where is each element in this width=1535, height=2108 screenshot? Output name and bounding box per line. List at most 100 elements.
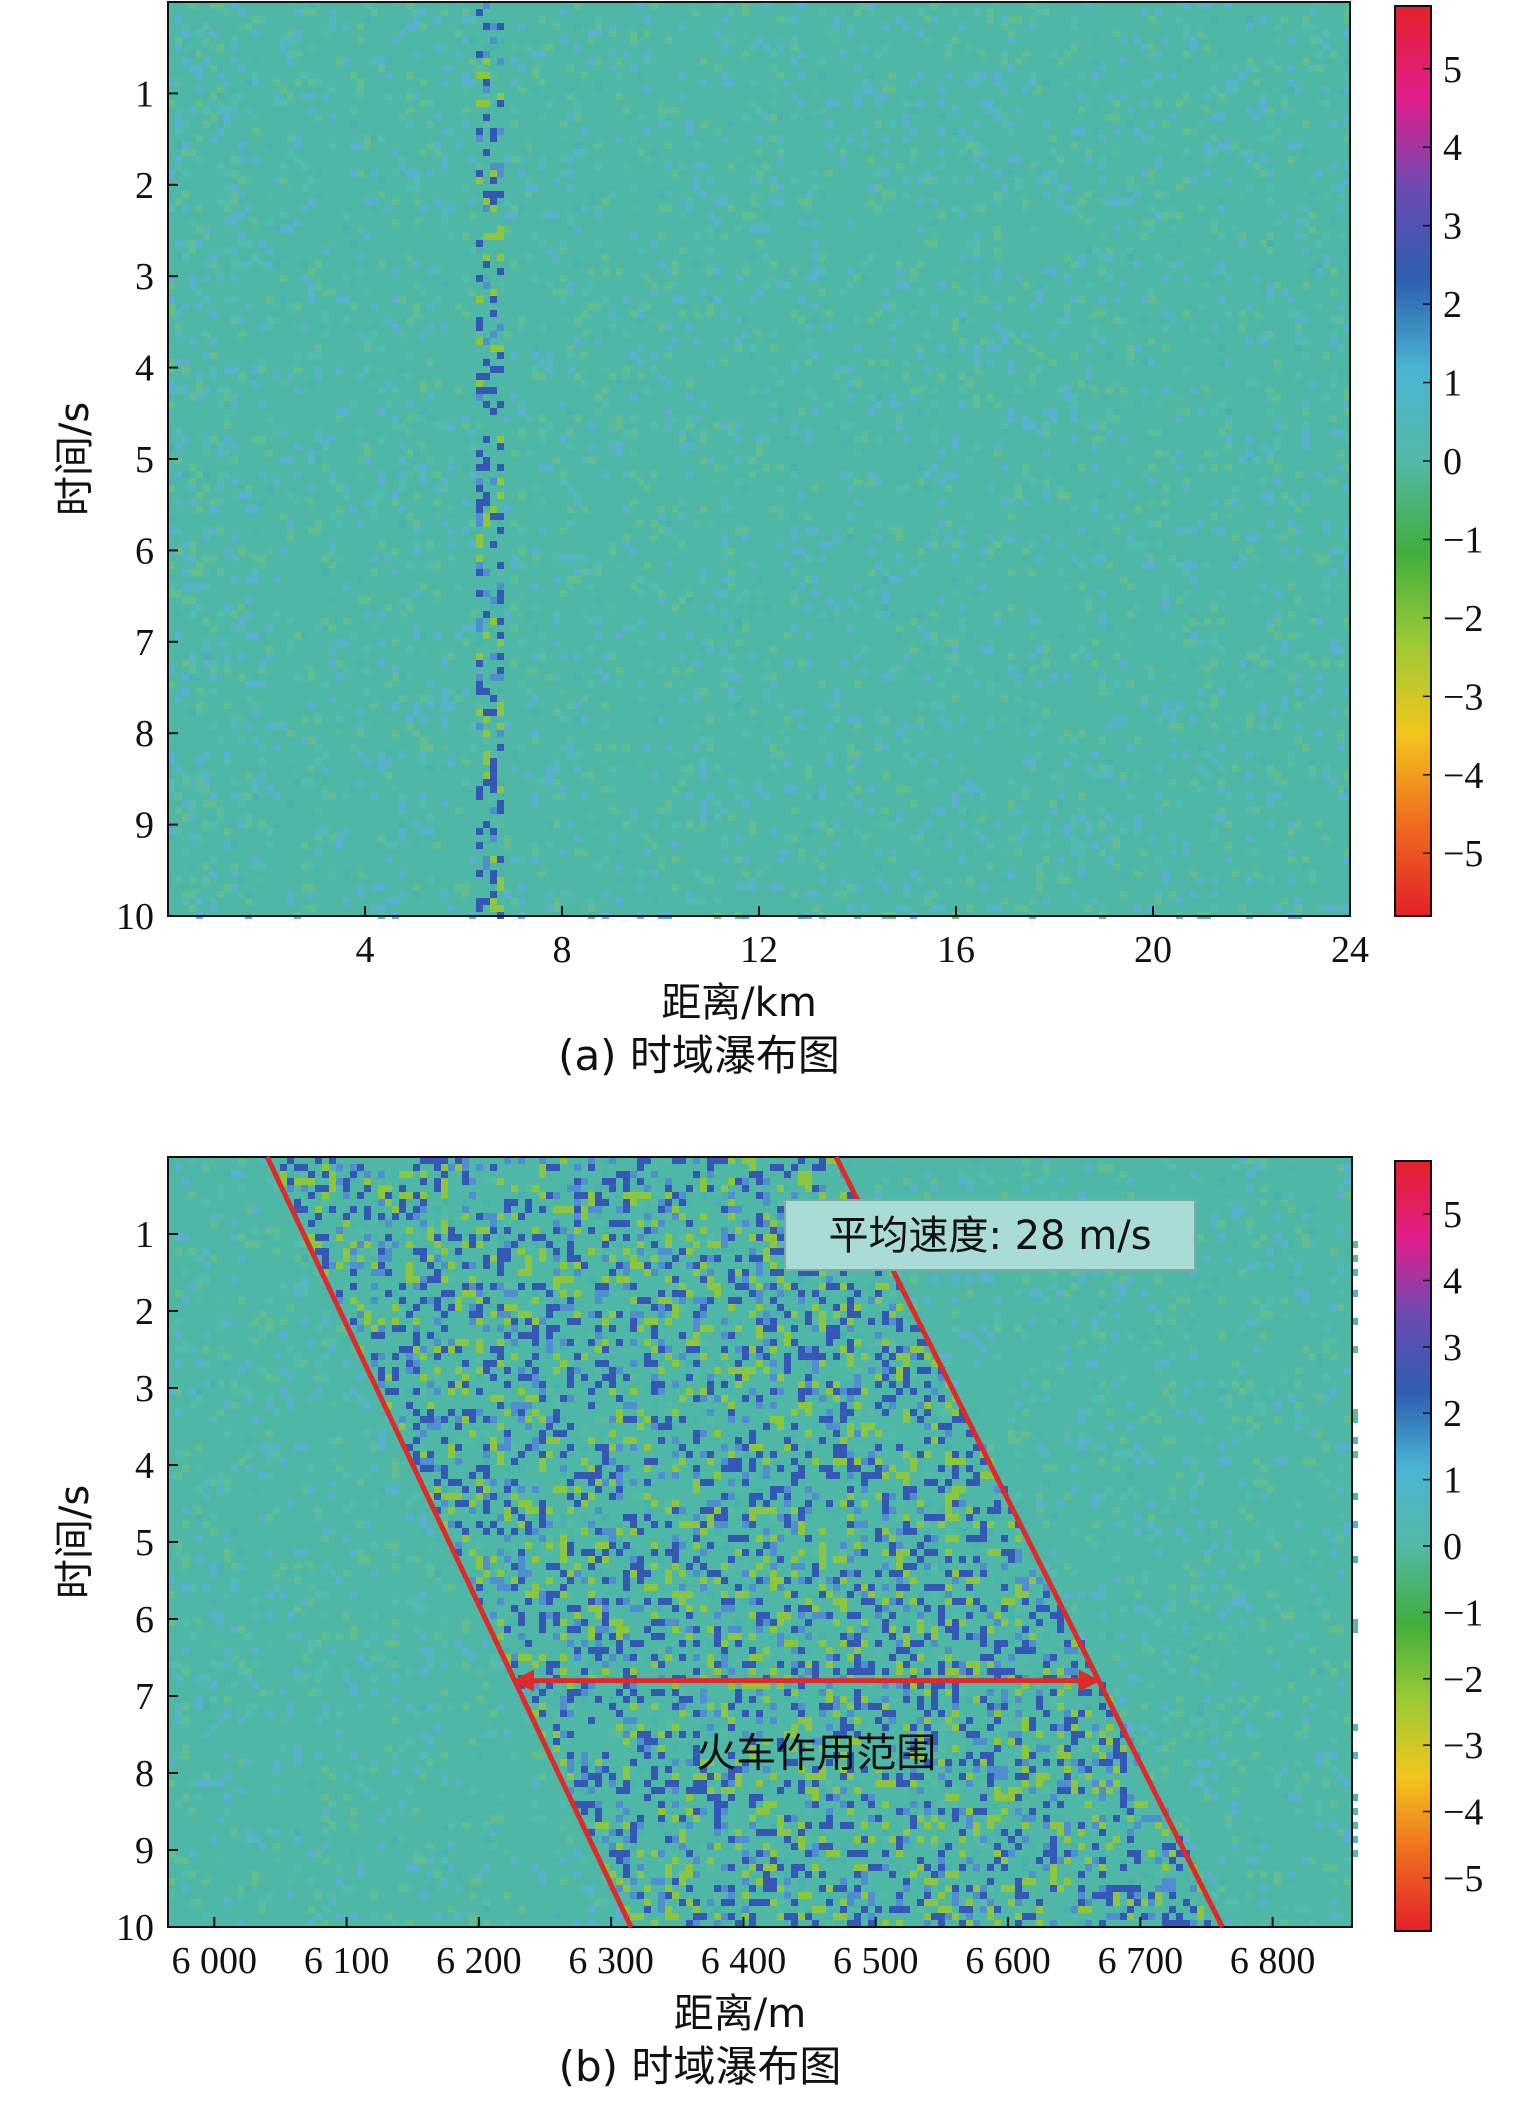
heatmap-cell bbox=[1092, 324, 1099, 331]
heatmap-cell bbox=[259, 436, 266, 443]
heatmap-cell bbox=[1092, 331, 1099, 338]
heatmap-cell bbox=[455, 1255, 462, 1262]
heatmap-cell bbox=[609, 51, 616, 58]
heatmap-cell bbox=[1246, 534, 1253, 541]
heatmap-cell bbox=[1302, 408, 1309, 415]
heatmap-cell bbox=[721, 499, 728, 506]
heatmap-cell bbox=[1120, 891, 1127, 898]
heatmap-cell bbox=[427, 142, 434, 149]
heatmap-cell bbox=[651, 289, 658, 296]
heatmap-cell bbox=[518, 401, 525, 408]
heatmap-cell bbox=[469, 289, 476, 296]
heatmap-cell bbox=[420, 632, 427, 639]
heatmap-cell bbox=[511, 394, 518, 401]
heatmap-cell bbox=[392, 667, 399, 674]
heatmap-cell bbox=[392, 898, 399, 905]
heatmap-cell bbox=[973, 359, 980, 366]
heatmap-cell bbox=[364, 688, 371, 695]
heatmap-cell bbox=[392, 1206, 399, 1213]
heatmap-cell bbox=[805, 324, 812, 331]
heatmap-cell bbox=[483, 72, 490, 79]
heatmap-cell bbox=[735, 338, 742, 345]
heatmap-cell bbox=[630, 429, 637, 436]
heatmap-cell bbox=[987, 485, 994, 492]
y-tick-label: 9 bbox=[135, 805, 154, 847]
heatmap-cell bbox=[847, 884, 854, 891]
heatmap-cell bbox=[497, 366, 504, 373]
heatmap-cell bbox=[336, 835, 343, 842]
heatmap-cell bbox=[1253, 730, 1260, 737]
heatmap-cell bbox=[1148, 44, 1155, 51]
heatmap-cell bbox=[455, 303, 462, 310]
heatmap-cell bbox=[1260, 478, 1267, 485]
heatmap-cell bbox=[420, 1192, 427, 1199]
heatmap-cell bbox=[420, 1178, 427, 1185]
heatmap-cell bbox=[1253, 324, 1260, 331]
heatmap-cell bbox=[469, 1234, 476, 1241]
heatmap-cell bbox=[322, 1192, 329, 1199]
heatmap-cell bbox=[714, 65, 721, 72]
heatmap-cell bbox=[1204, 93, 1211, 100]
heatmap-cell bbox=[882, 359, 889, 366]
heatmap-cell bbox=[588, 618, 595, 625]
heatmap-cell bbox=[441, 1220, 448, 1227]
heatmap-cell bbox=[273, 1248, 280, 1255]
heatmap-cell bbox=[707, 639, 714, 646]
heatmap-cell bbox=[196, 702, 203, 709]
heatmap-cell bbox=[658, 86, 665, 93]
heatmap-cell bbox=[469, 856, 476, 863]
heatmap-cell bbox=[350, 632, 357, 639]
heatmap-cell bbox=[728, 429, 735, 436]
heatmap-cell bbox=[602, 1241, 609, 1248]
heatmap-cell bbox=[1106, 625, 1113, 632]
heatmap-cell bbox=[882, 191, 889, 198]
heatmap-cell bbox=[742, 331, 749, 338]
heatmap-cell bbox=[511, 107, 518, 114]
heatmap-cell bbox=[896, 415, 903, 422]
heatmap-cell bbox=[399, 485, 406, 492]
heatmap-cell bbox=[742, 1178, 749, 1185]
heatmap-cell bbox=[497, 464, 504, 471]
heatmap-cell bbox=[819, 1192, 826, 1199]
heatmap-cell bbox=[1015, 492, 1022, 499]
heatmap-cell bbox=[448, 555, 455, 562]
heatmap-cell bbox=[371, 569, 378, 576]
heatmap-cell bbox=[287, 1185, 294, 1192]
heatmap-cell bbox=[826, 121, 833, 128]
heatmap-cell bbox=[805, 1171, 812, 1178]
heatmap-cell bbox=[511, 1185, 518, 1192]
heatmap-cell bbox=[525, 1192, 532, 1199]
heatmap-cell bbox=[1085, 821, 1092, 828]
heatmap-cell bbox=[182, 240, 189, 247]
heatmap-cell bbox=[504, 842, 511, 849]
heatmap-cell bbox=[1120, 268, 1127, 275]
heatmap-cell bbox=[819, 254, 826, 261]
heatmap-cell bbox=[546, 359, 553, 366]
heatmap-cell bbox=[735, 1206, 742, 1213]
heatmap-cell bbox=[854, 100, 861, 107]
heatmap-cell bbox=[798, 2, 805, 9]
heatmap-cell bbox=[1085, 149, 1092, 156]
heatmap-cell bbox=[1288, 632, 1295, 639]
heatmap-cell bbox=[329, 23, 336, 30]
heatmap-cell bbox=[861, 2, 868, 9]
heatmap-cell bbox=[924, 471, 931, 478]
heatmap-cell bbox=[1204, 450, 1211, 457]
heatmap-cell bbox=[784, 282, 791, 289]
heatmap-cell bbox=[504, 156, 511, 163]
heatmap-cell bbox=[749, 345, 756, 352]
heatmap-cell bbox=[903, 436, 910, 443]
heatmap-cell bbox=[189, 660, 196, 667]
heatmap-cell bbox=[595, 569, 602, 576]
heatmap-cell bbox=[966, 1178, 973, 1185]
heatmap-cell bbox=[539, 464, 546, 471]
heatmap-cell bbox=[1071, 142, 1078, 149]
heatmap-cell bbox=[1057, 198, 1064, 205]
heatmap-cell bbox=[329, 793, 336, 800]
heatmap-cell bbox=[679, 163, 686, 170]
heatmap-cell bbox=[616, 93, 623, 100]
heatmap-cell bbox=[1169, 226, 1176, 233]
heatmap-cell bbox=[1015, 730, 1022, 737]
heatmap-cell bbox=[1197, 877, 1204, 884]
x-tick-label: 20 bbox=[1134, 929, 1172, 971]
